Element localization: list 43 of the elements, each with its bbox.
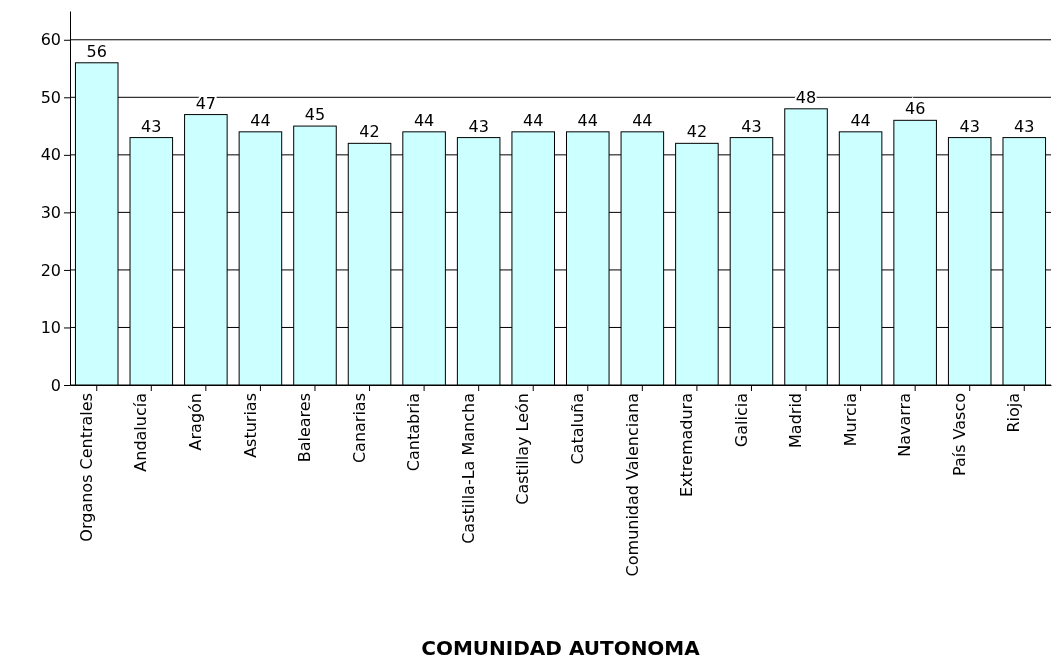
x-tick-label: Aragón [186,393,206,451]
x-tick-label: Galicia [731,393,751,448]
data-label: 44 [632,110,653,130]
data-label: 44 [850,110,871,130]
x-tick-label: País Vasco [949,393,969,477]
y-tick-label: 60 [40,30,61,50]
x-axis-title: COMUNIDAD AUTONOMA [421,636,701,660]
x-tick-label: Comunidad Valenciana [622,393,642,577]
data-label: 56 [86,41,107,61]
x-tick-label: Madrid [786,393,806,448]
data-label: 44 [250,110,271,130]
x-tick-label: Castillay León [513,393,533,505]
x-tick-label: Extremadura [677,393,697,497]
x-tick-label: Baleares [295,393,315,463]
data-label: 45 [304,105,326,125]
data-label: 44 [413,110,435,130]
x-tick-label: Andalucía [131,393,151,472]
y-tick-label: 40 [40,145,61,165]
x-tick-label: Organos Centrales [76,393,96,542]
data-label: 43 [468,116,489,136]
data-label: 44 [577,110,598,130]
y-tick-label: 50 [40,87,61,107]
x-tick-label: Navarra [895,393,915,457]
x-tick-label: Cataluña [567,393,587,465]
x-tick-label: Murcia [840,393,860,447]
data-label: 43 [1014,116,1035,136]
y-tick-label: 20 [40,260,61,280]
data-label: 43 [741,116,762,136]
y-tick-label: 10 [40,318,61,338]
data-label: 42 [359,122,380,142]
data-label: 43 [141,116,162,136]
data-label: 44 [523,110,544,130]
data-label: 42 [686,122,708,142]
data-label: 43 [959,116,980,136]
x-tick-label: Asturias [240,393,260,458]
x-tick-label: Castilla-La Mancha [458,393,478,544]
y-tick-label: 30 [40,203,61,222]
y-tick-label: 0 [50,375,61,395]
x-tick-label: Rioja [1004,393,1024,433]
x-tick-label: Cantabria [404,393,424,472]
data-label: 46 [904,99,926,119]
x-tick-label: Canarias [349,393,369,464]
data-label: 47 [195,93,217,113]
